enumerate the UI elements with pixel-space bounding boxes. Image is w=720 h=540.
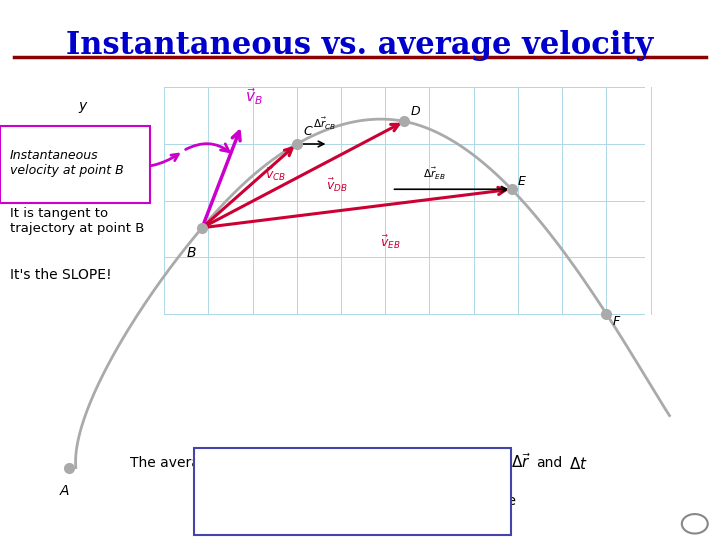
Text: derivative: derivative	[446, 494, 516, 508]
Text: B: B	[187, 246, 197, 260]
Text: and: and	[536, 456, 562, 470]
Text: $\vec{v}_B$: $\vec{v}_B$	[246, 87, 264, 107]
Text: $\Delta t$: $\Delta t$	[569, 456, 588, 472]
Text: It's the SLOPE!: It's the SLOPE!	[10, 268, 112, 282]
Text: It is tangent to
trajectory at point B: It is tangent to trajectory at point B	[10, 207, 145, 235]
Text: Instantaneous
velocity at point B: Instantaneous velocity at point B	[10, 148, 124, 177]
Text: y: y	[78, 99, 86, 113]
Text: $\vec{v}_{DB}$: $\vec{v}_{DB}$	[326, 177, 348, 194]
Text: Instantaneous vs. average velocity: Instantaneous vs. average velocity	[66, 30, 654, 60]
Text: Instantaneous velocity:: Instantaneous velocity:	[216, 460, 400, 474]
Text: $\vec{v}_{EB}$: $\vec{v}_{EB}$	[379, 234, 400, 251]
Text: A: A	[59, 484, 69, 498]
Text: D: D	[410, 105, 420, 118]
Text: $v = \lim_{\Delta t \to 0} \frac{\Delta r}{\Delta t} = \frac{dr}{dt}$: $v = \lim_{\Delta t \to 0} \frac{\Delta …	[223, 483, 327, 517]
Text: $\Delta\vec{r}_{EB}$: $\Delta\vec{r}_{EB}$	[423, 165, 446, 182]
Text: E: E	[518, 175, 526, 188]
Text: $\Delta\vec{r}_{CB}$: $\Delta\vec{r}_{CB}$	[313, 116, 336, 132]
Text: C: C	[303, 125, 312, 138]
Text: The average velocity will depend on the choice of: The average velocity will depend on the …	[130, 456, 476, 470]
Text: $\Delta\vec{r}$: $\Delta\vec{r}$	[511, 453, 531, 471]
FancyBboxPatch shape	[0, 126, 150, 203]
Text: F: F	[613, 315, 620, 328]
Text: $\vec{v}_{CB}$: $\vec{v}_{CB}$	[265, 166, 286, 183]
